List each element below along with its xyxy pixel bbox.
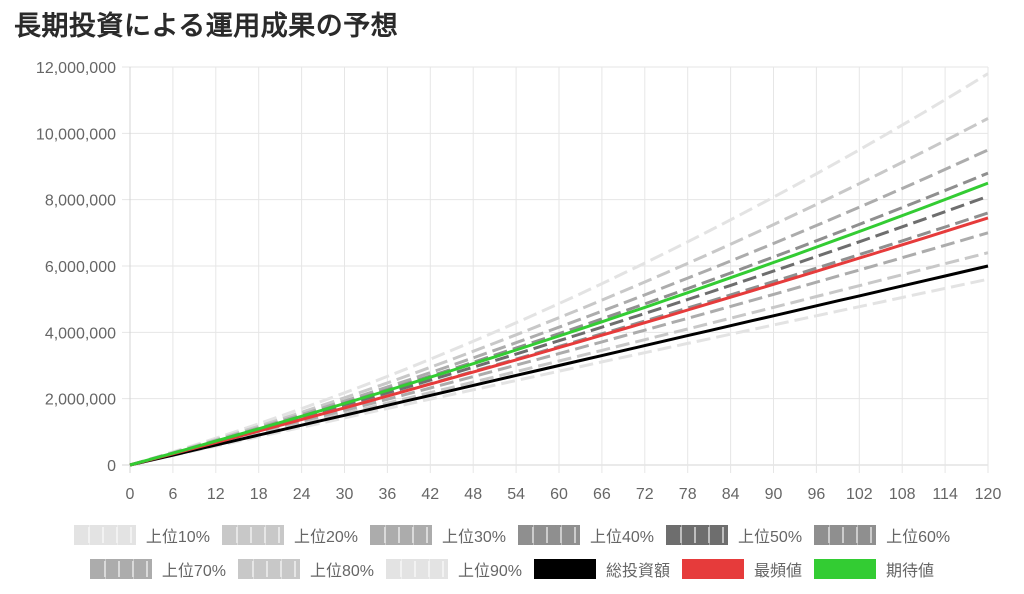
legend-row: 上位10% 上位20% 上位30% 上位40% 上位50% 上位60% bbox=[0, 518, 1024, 552]
legend-label: 総投資額 bbox=[606, 563, 671, 580]
legend-item[interactable]: 上位90% bbox=[385, 557, 523, 581]
series-line bbox=[129, 264, 989, 467]
legend-swatch bbox=[534, 559, 597, 579]
legend-item[interactable]: 最頻値 bbox=[682, 557, 802, 581]
series-line bbox=[129, 181, 989, 467]
legend-swatch bbox=[814, 559, 877, 579]
x-tick-label: 108 bbox=[889, 486, 916, 503]
legend-label: 上位60% bbox=[886, 529, 951, 546]
x-tick-label: 18 bbox=[250, 486, 268, 503]
y-tick-label: 2,000,000 bbox=[45, 392, 116, 409]
x-tick-label: 30 bbox=[336, 486, 354, 503]
legend-swatch bbox=[369, 525, 432, 545]
x-tick-label: 12 bbox=[207, 486, 225, 503]
legend-item[interactable]: 期待値 bbox=[814, 557, 934, 581]
legend-label: 期待値 bbox=[886, 563, 935, 580]
legend-label: 上位30% bbox=[441, 529, 506, 546]
x-tick-label: 120 bbox=[975, 486, 1002, 503]
legend-swatch bbox=[221, 525, 284, 545]
x-tick-label: 0 bbox=[126, 486, 135, 503]
legend-label: 上位80% bbox=[309, 563, 374, 580]
series-lines bbox=[129, 72, 989, 467]
series-line bbox=[129, 277, 989, 467]
x-tick-label: 114 bbox=[932, 486, 958, 503]
legend-label: 上位40% bbox=[590, 529, 655, 546]
x-tick-label: 60 bbox=[550, 486, 568, 503]
legend-swatch bbox=[682, 559, 745, 579]
legend-item[interactable]: 上位40% bbox=[518, 523, 654, 547]
legend-swatch bbox=[814, 525, 877, 545]
legend-swatch bbox=[73, 525, 136, 545]
y-tick-label: 12,000,000 bbox=[36, 60, 116, 77]
legend-swatch bbox=[666, 525, 729, 545]
legend: 上位10% 上位20% 上位30% 上位40% 上位50% 上位60% 上位70% 上位80… bbox=[0, 518, 1024, 586]
series-line bbox=[129, 117, 989, 467]
y-axis-ticks: 0 2,000,000 4,000,000 6,000,000 8,000,000 10,… bbox=[36, 60, 116, 475]
legend-label: 上位10% bbox=[145, 529, 210, 546]
y-tick-label: 4,000,000 bbox=[45, 325, 116, 342]
legend-item[interactable]: 上位70% bbox=[89, 557, 226, 581]
chart-title: 長期投資による運用成果の予想 bbox=[14, 11, 399, 42]
x-tick-label: 42 bbox=[421, 486, 439, 503]
x-tick-label: 96 bbox=[808, 486, 826, 503]
x-axis-ticks: 0 6 12 18 24 30 36 42 48 54 60 66 72 78 84 90 96 102 108 11… bbox=[126, 486, 1002, 503]
x-tick-label: 24 bbox=[293, 486, 311, 503]
x-tick-label: 84 bbox=[722, 486, 740, 503]
legend-item[interactable]: 上位50% bbox=[666, 523, 802, 547]
legend-label: 上位50% bbox=[738, 529, 803, 546]
legend-item[interactable]: 上位60% bbox=[814, 523, 950, 547]
y-tick-label: 6,000,000 bbox=[45, 259, 116, 276]
x-tick-label: 36 bbox=[379, 486, 397, 503]
x-tick-label: 78 bbox=[679, 486, 697, 503]
legend-row: 上位70% 上位80% 上位90% 総投資額 最頻値 期待値 bbox=[0, 552, 1024, 586]
legend-swatch bbox=[237, 559, 300, 579]
legend-item[interactable]: 総投資額 bbox=[534, 557, 670, 581]
legend-swatch bbox=[89, 559, 152, 579]
legend-item[interactable]: 上位80% bbox=[237, 557, 374, 581]
x-tick-label: 6 bbox=[168, 486, 177, 503]
x-tick-label: 102 bbox=[846, 486, 873, 503]
legend-label: 最頻値 bbox=[754, 563, 803, 580]
x-tick-label: 48 bbox=[464, 486, 482, 503]
x-tick-label: 72 bbox=[636, 486, 654, 503]
legend-swatch bbox=[385, 559, 448, 579]
legend-label: 上位70% bbox=[161, 563, 226, 580]
legend-label: 上位20% bbox=[293, 529, 358, 546]
legend-item[interactable]: 上位10% bbox=[73, 523, 210, 547]
legend-label: 上位90% bbox=[457, 563, 523, 580]
y-tick-label: 0 bbox=[107, 458, 116, 475]
series-line bbox=[129, 216, 989, 467]
y-tick-label: 10,000,000 bbox=[36, 126, 116, 143]
x-tick-label: 90 bbox=[765, 486, 783, 503]
legend-item[interactable]: 上位20% bbox=[221, 523, 358, 547]
x-tick-label: 54 bbox=[507, 486, 525, 503]
x-tick-label: 66 bbox=[593, 486, 611, 503]
grid-lines bbox=[122, 66, 989, 473]
legend-item[interactable]: 上位30% bbox=[369, 523, 506, 547]
series-line bbox=[129, 72, 989, 467]
series-line bbox=[129, 231, 989, 467]
legend-swatch bbox=[518, 525, 580, 545]
y-tick-label: 8,000,000 bbox=[45, 193, 116, 210]
